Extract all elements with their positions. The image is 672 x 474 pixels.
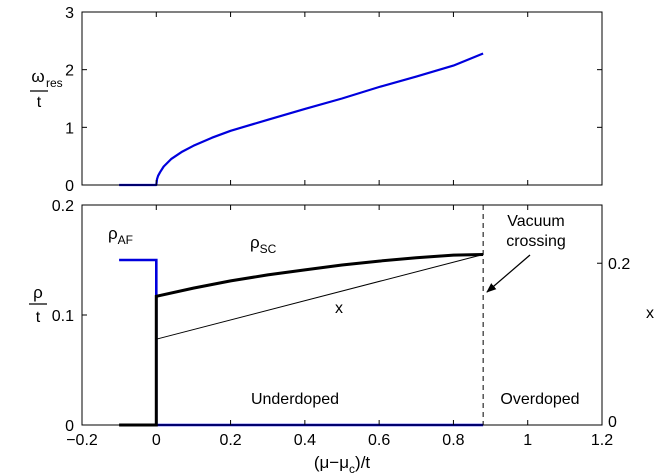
bottom-panel: −0.2 0 0.2 0.4 0.6 0.8 1 1.200.10.200.2 ρ t x (… <box>29 198 654 474</box>
right-y-tick-label-1: 0.2 <box>608 256 630 273</box>
top-panel: 0 1 2 3 ω res t <box>30 5 603 195</box>
top-ylabel-num: ω <box>31 67 44 86</box>
right-y-tick-label-0: 0 <box>608 414 617 431</box>
top-y-axis-label: ω res t <box>30 67 63 111</box>
bottom-x-tick-label-6: 1 <box>523 432 532 449</box>
top-y-ticks: 0 1 2 3 <box>65 5 603 195</box>
x-axis-label-sub: c <box>349 462 355 474</box>
top-y-tick-label-0: 0 <box>65 178 74 195</box>
bottom-x-tick-label-0: −0.2 <box>66 432 98 449</box>
x-axis-label-main: (μ−μ <box>314 453 349 472</box>
top-y-tick-label-2: 2 <box>65 63 74 80</box>
bottom-x-tick-label-5: 0.8 <box>442 432 464 449</box>
top-plot-frame <box>81 11 603 186</box>
x-axis-label-text: (μ−μc)/t <box>314 453 371 474</box>
vacuum-label-line1: Vacuum <box>507 213 565 230</box>
bottom-x-tick-label-3: 0.4 <box>294 432 316 449</box>
bottom-ticks: −0.2 0 0.2 0.4 0.6 0.8 1 1.200.10.200.2 <box>52 198 631 449</box>
vacuum-label-line2: crossing <box>506 233 566 250</box>
bottom-series-line-2 <box>156 254 484 340</box>
bottom-ylabel-den: t <box>36 309 41 326</box>
top-y-tick-label-3: 3 <box>65 5 74 22</box>
underdoped-label: Underdoped <box>251 391 339 408</box>
top-ylabel-sub: res <box>46 76 63 90</box>
bottom-x-tick-label-7: 1.2 <box>591 432 613 449</box>
rho-af-sub: AF <box>118 233 133 247</box>
vacuum-crossing-arrow <box>486 254 531 293</box>
rho-af-label: ρAF <box>108 224 133 247</box>
right-axis-label: x <box>646 305 654 322</box>
rho-sc-main: ρ <box>250 233 260 252</box>
bottom-x-tick-label-4: 0.6 <box>368 432 390 449</box>
bottom-y-tick-label-1: 0.1 <box>52 308 74 325</box>
bottom-x-tick-label-1: 0 <box>152 432 161 449</box>
bottom-x-tick-label-2: 0.2 <box>219 432 241 449</box>
bottom-y-axis-label: ρ t <box>29 283 47 326</box>
bottom-y-tick-label-2: 0.2 <box>52 198 74 215</box>
x-axis-label: (μ−μc)/t <box>314 453 371 474</box>
x-axis-label-tail: )/t <box>355 453 370 472</box>
bottom-y-tick-label-0: 0 <box>65 418 74 435</box>
rho-sc-label: ρSC <box>250 233 277 256</box>
top-series-group <box>119 52 484 187</box>
bottom-ylabel-num: ρ <box>33 283 43 302</box>
rho-sc-sub: SC <box>260 242 277 256</box>
rho-af-main: ρ <box>108 224 118 243</box>
top-ylabel-den: t <box>37 94 42 111</box>
top-series-line-0 <box>119 52 484 187</box>
overdoped-label: Overdoped <box>500 391 579 408</box>
bottom-series-line-1 <box>119 253 484 427</box>
x-curve-label: x <box>335 300 343 317</box>
top-y-tick-label-1: 1 <box>65 120 74 137</box>
